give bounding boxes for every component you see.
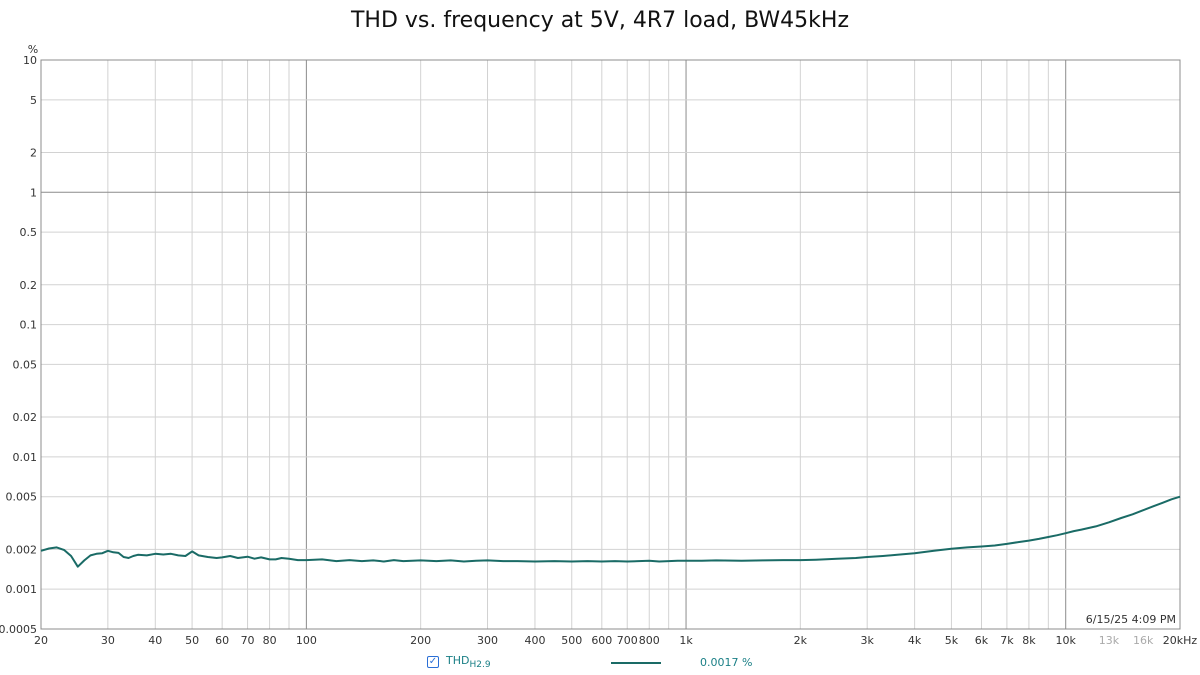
x-tick-label: 700 bbox=[617, 634, 638, 647]
x-tick-label: 20 bbox=[34, 634, 48, 647]
y-tick-label: 0.02 bbox=[13, 411, 38, 424]
x-tick-label: 800 bbox=[639, 634, 660, 647]
x-tick-label: 600 bbox=[591, 634, 612, 647]
x-tick-label: 10k bbox=[1056, 634, 1077, 647]
x-tick-label: 500 bbox=[561, 634, 582, 647]
x-tick-label: 3k bbox=[861, 634, 875, 647]
x-tick-label: 300 bbox=[477, 634, 498, 647]
y-tick-label: 0.5 bbox=[20, 226, 38, 239]
y-tick-label: 0.001 bbox=[6, 583, 38, 596]
series-line-thd bbox=[40, 495, 1181, 568]
x-tick-label: 70 bbox=[241, 634, 255, 647]
y-axis-ticks: 10 5 2 1 0.5 0.2 0.1 0.05 0.02 0.01 0.005 0.002 0.00… bbox=[0, 54, 37, 636]
y-tick-label: 0.002 bbox=[6, 543, 38, 556]
y-axis-unit-label: % bbox=[28, 43, 38, 56]
x-tick-label: 2k bbox=[794, 634, 808, 647]
x-tick-label: 13k bbox=[1099, 634, 1120, 647]
y-tick-label: 2 bbox=[30, 146, 37, 159]
legend-checkbox[interactable]: ✓ bbox=[427, 656, 439, 668]
x-tick-label: 200 bbox=[410, 634, 431, 647]
y-tick-label: 0.005 bbox=[6, 491, 38, 504]
grid-layer bbox=[40, 59, 1181, 630]
legend-series-name: THDH2.9 bbox=[446, 654, 491, 670]
series-layer bbox=[40, 495, 1181, 568]
y-tick-label: 5 bbox=[30, 94, 37, 107]
x-tick-label: 30 bbox=[101, 634, 115, 647]
y-tick-label: 0.1 bbox=[20, 319, 38, 332]
x-axis-ticks: 20 30 40 50 60 70 80 100 200 300 400 500 600 700 800 1k… bbox=[34, 634, 1197, 647]
x-tick-label: 16k bbox=[1133, 634, 1154, 647]
y-tick-label: 1 bbox=[30, 186, 37, 199]
timestamp: 6/15/25 4:09 PM bbox=[1086, 613, 1176, 626]
chart-title: THD vs. frequency at 5V, 4R7 load, BW45k… bbox=[350, 8, 850, 33]
y-tick-label: 0.2 bbox=[20, 279, 38, 292]
y-tick-label: 0.0005 bbox=[0, 623, 37, 636]
y-tick-label: 0.05 bbox=[13, 358, 38, 371]
x-tick-label: 60 bbox=[215, 634, 229, 647]
legend-series-subscript: H2.9 bbox=[469, 660, 491, 671]
plot-frame bbox=[40, 59, 1181, 630]
x-tick-label: 7k bbox=[1000, 634, 1014, 647]
x-tick-label: 5k bbox=[945, 634, 959, 647]
x-tick-label: 50 bbox=[185, 634, 199, 647]
legend-value: 0.0017 % bbox=[700, 656, 753, 669]
y-tick-label: 0.01 bbox=[13, 451, 38, 464]
legend-series-name-text: THD bbox=[446, 654, 470, 667]
x-tick-label: 8k bbox=[1022, 634, 1036, 647]
x-tick-label: 20kHz bbox=[1163, 634, 1198, 647]
x-tick-label: 80 bbox=[263, 634, 277, 647]
legend: ✓ THDH2.9 0.0017 % bbox=[0, 654, 1200, 674]
x-tick-label: 1k bbox=[679, 634, 693, 647]
x-tick-label: 4k bbox=[908, 634, 922, 647]
legend-line-swatch bbox=[611, 662, 661, 664]
x-tick-label: 6k bbox=[975, 634, 989, 647]
x-tick-label: 100 bbox=[296, 634, 317, 647]
x-tick-label: 40 bbox=[148, 634, 162, 647]
y-tick-label: 10 bbox=[23, 54, 37, 67]
x-tick-label: 400 bbox=[524, 634, 545, 647]
